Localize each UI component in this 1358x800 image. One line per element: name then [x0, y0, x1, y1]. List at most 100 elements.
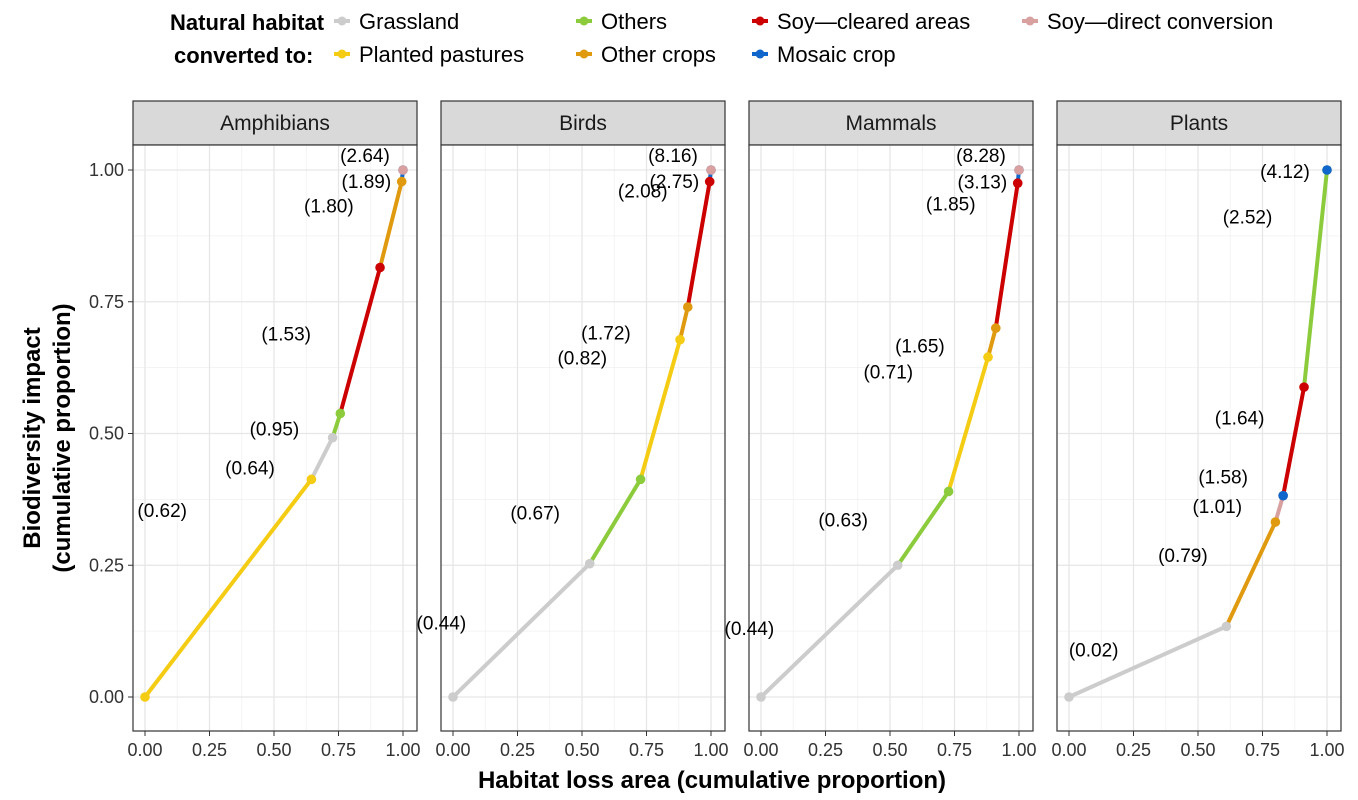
x-tick-label: 0.00 [435, 740, 470, 760]
data-label: (1.58) [1198, 468, 1248, 489]
data-label: (2.08) [618, 181, 668, 202]
x-axis-title: Habitat loss area (cumulative proportion… [478, 767, 946, 794]
panel-strip-label: Plants [1170, 112, 1228, 135]
series-segment [993, 181, 1020, 331]
series-segment [309, 435, 335, 482]
data-label: (0.82) [557, 349, 607, 370]
legend-swatch-point [337, 49, 347, 59]
series-segment [1224, 520, 1278, 629]
x-tick-label: 0.25 [808, 740, 843, 760]
series-segment [678, 305, 690, 342]
y-tick-label: 1.00 [89, 160, 124, 180]
data-labels: (0.62) (0.64) (0.95) (1.53) (1.80) (1.89) (2.6… [137, 146, 1309, 662]
panel-strip-label: Amphibians [220, 112, 330, 135]
x-tick-label: 1.00 [693, 740, 728, 760]
y-axis-title-line1: Biodiversity impact [19, 327, 46, 548]
legend-item-label: Soy—direct conversion [1047, 9, 1273, 34]
panel-plants: Plants 0.00 0.25 0.50 0.75 1.00 [1051, 100, 1345, 760]
data-point [396, 176, 407, 187]
x-tick-label: 0.75 [629, 740, 664, 760]
legend-swatch-point [1025, 16, 1035, 26]
data-point [1012, 178, 1023, 188]
data-point [990, 323, 1001, 333]
x-tick-label: 0.75 [321, 740, 356, 760]
legend: Natural habitat converted to: Grassland P… [170, 9, 1273, 68]
series-segment [1281, 385, 1307, 498]
legend-item: Other crops [576, 42, 716, 67]
panel-border [748, 144, 1034, 732]
series-segment [451, 561, 592, 699]
data-point [327, 432, 338, 443]
legend-item-label: Planted pastures [359, 42, 524, 67]
data-point [398, 165, 408, 175]
data-point [1299, 382, 1309, 392]
x-tick-label: 1.00 [1001, 740, 1036, 760]
data-point [635, 474, 646, 485]
data-point [448, 692, 458, 702]
data-label: (3.13) [958, 173, 1008, 194]
panel-border [1056, 144, 1342, 732]
panel-birds: Birds 0.00 0.25 0.50 0.75 1.00 [435, 100, 729, 760]
x-tick-label: 1.00 [385, 740, 420, 760]
x-tick-label: 0.25 [500, 740, 535, 760]
legend-swatch-point [337, 16, 347, 26]
data-point [1278, 490, 1288, 501]
panel-strip-label: Birds [559, 112, 607, 135]
y-tick-label: 0.50 [89, 424, 124, 444]
data-point [1270, 517, 1281, 527]
data-point [706, 165, 716, 175]
panels: Amphibians 0.00 0.25 0.50 0.75 1.00 0.00 0.25 0.… [89, 100, 1345, 760]
y-axis-title-line2: (cumulative proportion) [49, 303, 76, 572]
x-tick-label: 0.75 [1245, 740, 1280, 760]
data-label: (1.72) [581, 323, 631, 344]
series-segment [587, 477, 643, 566]
panel-mammals: Mammals 0.00 0.25 0.50 0.75 1.00 [743, 100, 1037, 760]
series-segment [986, 326, 998, 360]
panel-strip [440, 100, 726, 146]
data-label: (0.62) [137, 501, 187, 522]
data-label: (2.52) [1223, 208, 1273, 229]
x-tick-label: 0.00 [743, 740, 778, 760]
panel-amphibians: Amphibians 0.00 0.25 0.50 0.75 1.00 0.00 0.25 0.… [89, 100, 421, 760]
data-point [675, 334, 685, 345]
panel-border [440, 144, 726, 732]
data-label: (0.67) [510, 504, 560, 525]
x-tick-label: 1.00 [1309, 740, 1344, 760]
x-tick-label: 0.50 [564, 740, 599, 760]
data-label: (8.16) [648, 146, 698, 167]
panel-strip-label: Mammals [845, 112, 936, 135]
panel-background [441, 145, 725, 731]
data-point [1014, 165, 1024, 175]
legend-swatch-point [579, 16, 589, 26]
data-label: (0.44) [725, 619, 775, 640]
data-label: (2.75) [650, 172, 700, 193]
data-point [756, 692, 766, 702]
series-segment [895, 489, 951, 568]
data-point [943, 486, 954, 497]
data-label: (1.53) [261, 324, 311, 345]
data-label: (0.64) [225, 459, 275, 480]
legend-title-line1: Natural habitat [170, 10, 325, 35]
series-segment [1302, 168, 1329, 390]
y-tick-label: 0.25 [89, 555, 124, 575]
legend-item: Planted pastures [334, 42, 524, 67]
legend-swatch-point [579, 49, 589, 59]
series-segment [685, 179, 712, 310]
data-point [1064, 692, 1074, 702]
series-segment [1067, 624, 1229, 699]
data-point [682, 302, 693, 312]
data-point [1322, 165, 1332, 175]
data-point [1221, 621, 1232, 632]
x-tick-label: 0.25 [192, 740, 227, 760]
x-tick-label: 0.00 [1051, 740, 1086, 760]
legend-item-label: Others [601, 9, 667, 34]
y-axis-title-group: Biodiversity impact (cumulative proporti… [19, 303, 76, 572]
series-segment [338, 265, 383, 416]
x-tick-label: 0.00 [127, 740, 162, 760]
data-label: (1.89) [342, 172, 392, 193]
data-label: (0.95) [250, 420, 300, 441]
data-label: (4.12) [1260, 162, 1310, 183]
data-label: (1.64) [1215, 408, 1265, 429]
legend-swatch-point [755, 49, 765, 59]
